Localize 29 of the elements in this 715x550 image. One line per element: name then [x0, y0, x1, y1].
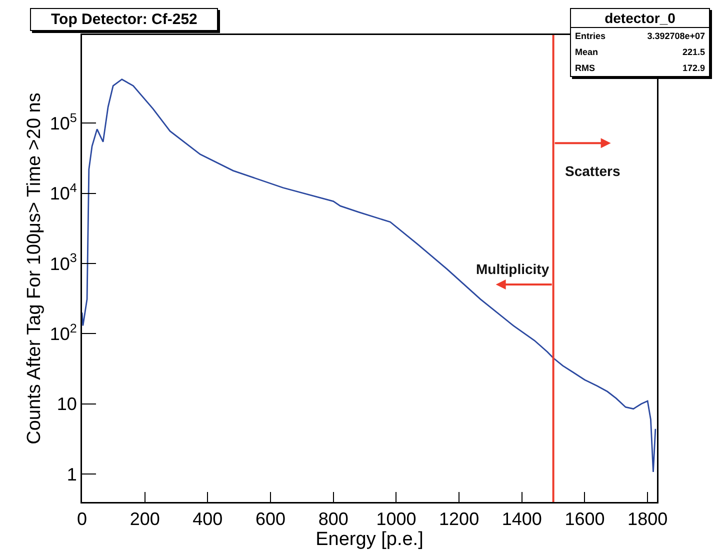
- annotation: Mean: [575, 47, 598, 57]
- annotation: Scatters: [565, 163, 620, 179]
- annotation: RMS: [575, 63, 595, 73]
- x-tick-label: 0: [76, 509, 88, 530]
- y-tick-label: 10$^{3}$: [50, 251, 77, 274]
- y-tick-label: 10$^{5}$: [50, 110, 77, 134]
- y-tick-label: 1: [66, 464, 77, 484]
- y-tick-label: 10$^{2}$: [50, 321, 77, 344]
- chart-title: Top Detector: Cf-252: [30, 8, 218, 31]
- line-series: [82, 78, 656, 473]
- x-tick-label: 200: [130, 509, 160, 530]
- x-tick-label: 1200: [439, 509, 480, 530]
- x-tick-label: 1000: [376, 509, 416, 530]
- x-tick-label: 600: [255, 509, 286, 530]
- x-tick-label: 1800: [628, 509, 668, 530]
- y-axis-title: Counts After Tag For 100μs> Time >20 ns: [24, 92, 45, 444]
- x-axis-title: Energy [p.e.]: [316, 529, 424, 550]
- x-tick-label: 800: [318, 509, 348, 530]
- y-tick-label: 10: [56, 394, 77, 414]
- x-tick-label: 1600: [564, 509, 605, 530]
- x-tick-label: 400: [192, 509, 223, 530]
- annotation: Multiplicity: [476, 261, 550, 277]
- annotation: Entries: [575, 31, 606, 41]
- text: detector_0: [571, 9, 709, 28]
- text: 221.5: [682, 47, 705, 57]
- annotation: 3.392708e+07: [647, 31, 705, 41]
- text: 172.9: [682, 63, 705, 73]
- y-tick-label: 10$^{4}$: [50, 181, 77, 204]
- x-tick-label: 1400: [502, 509, 542, 530]
